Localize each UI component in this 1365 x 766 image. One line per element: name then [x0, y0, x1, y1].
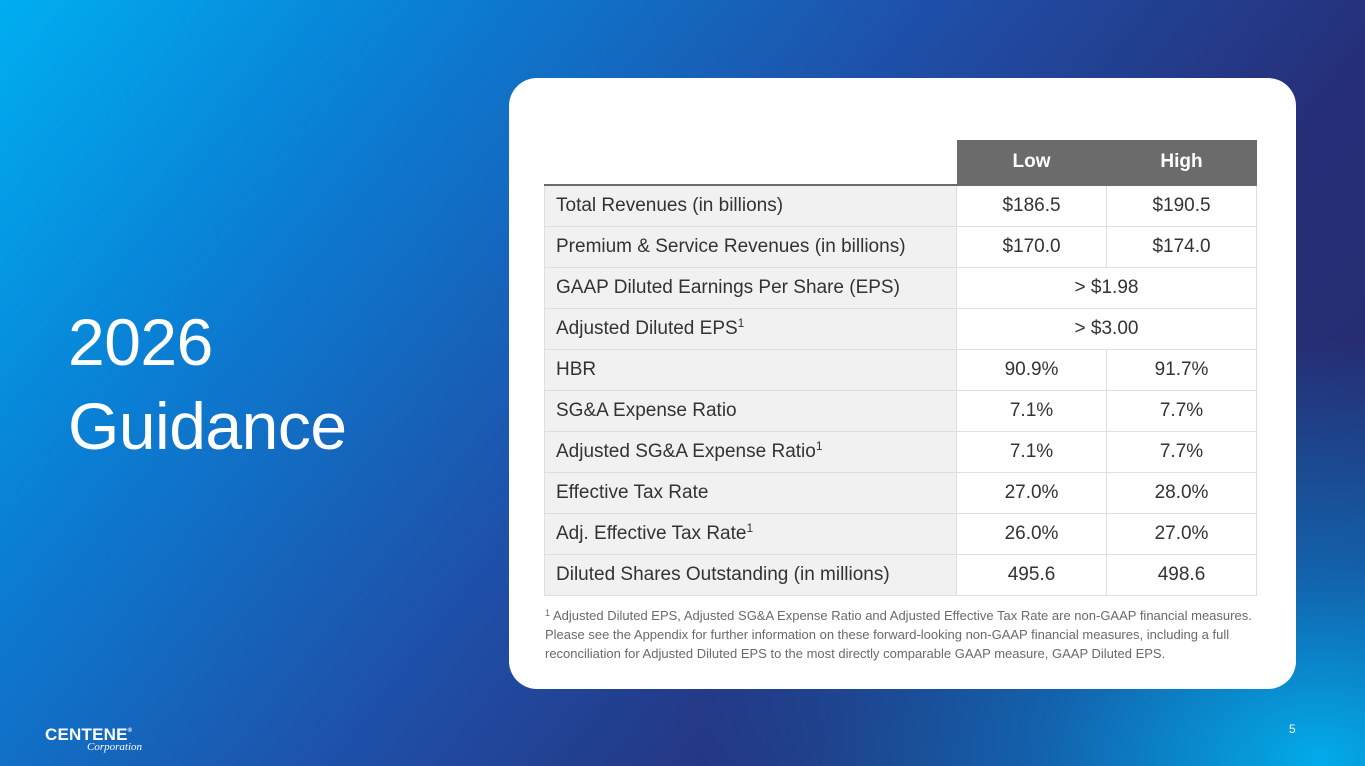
- table-row: Diluted Shares Outstanding (in millions)…: [544, 554, 1257, 596]
- row-label-cell: GAAP Diluted Earnings Per Share (EPS): [544, 267, 957, 309]
- row-label: Effective Tax Rate: [556, 482, 709, 503]
- row-value-high: 498.6: [1106, 554, 1257, 596]
- table-row: GAAP Diluted Earnings Per Share (EPS) > $…: [544, 267, 1257, 309]
- table-header-row: Low High: [544, 140, 1257, 185]
- row-value-low: 27.0%: [956, 472, 1107, 514]
- title-line-1: 2026: [68, 305, 213, 379]
- row-value-high: 28.0%: [1106, 472, 1257, 514]
- footnote: 1 Adjusted Diluted EPS, Adjusted SG&A Exp…: [545, 604, 1265, 663]
- guidance-table: Low High Total Revenues (in billions) $18…: [544, 140, 1257, 596]
- row-value-high: 7.7%: [1106, 390, 1257, 432]
- row-label-cell: Diluted Shares Outstanding (in millions): [544, 554, 957, 596]
- row-value-low: 7.1%: [956, 431, 1107, 473]
- row-value-low: $186.5: [956, 184, 1107, 227]
- footnote-mark: 1: [545, 608, 551, 618]
- row-value-merged: > $1.98: [956, 267, 1257, 309]
- logo-name: CENTENE: [45, 725, 128, 744]
- row-value-low: 495.6: [956, 554, 1107, 596]
- table-row: Adjusted SG&A Expense Ratio1 7.1% 7.7%: [544, 431, 1257, 473]
- row-label: SG&A Expense Ratio: [556, 400, 737, 421]
- header-blank-cell: [545, 140, 957, 185]
- row-value-high: $190.5: [1106, 184, 1257, 227]
- row-value-low: 90.9%: [956, 349, 1107, 391]
- row-value-high: 27.0%: [1106, 513, 1257, 555]
- row-label-footnote-ref: 1: [746, 521, 754, 535]
- table-row: Total Revenues (in billions) $186.5 $190.5: [544, 184, 1257, 227]
- row-label-cell: Premium & Service Revenues (in billions): [544, 226, 957, 268]
- page-number: 5: [1289, 722, 1296, 736]
- logo-registered-mark: ®: [127, 728, 133, 734]
- row-value-low: 7.1%: [956, 390, 1107, 432]
- header-low: Low: [956, 140, 1107, 185]
- centene-logo: CENTENE® Corporation: [45, 722, 143, 754]
- row-label-cell: Adj. Effective Tax Rate1: [544, 513, 957, 555]
- logo-wordmark: CENTENE®: [45, 722, 142, 744]
- row-label-footnote-ref: 1: [737, 316, 745, 330]
- table-row: Adjusted Diluted EPS1 > $3.00: [544, 308, 1257, 350]
- row-label: HBR: [556, 359, 597, 380]
- table-row: Premium & Service Revenues (in billions)…: [544, 226, 1257, 268]
- row-label-cell: SG&A Expense Ratio: [544, 390, 957, 432]
- title-line-2: Guidance: [68, 389, 347, 463]
- table-body: Total Revenues (in billions) $186.5 $190.5…: [544, 184, 1257, 596]
- row-label-cell: Total Revenues (in billions): [544, 184, 957, 227]
- row-label: Premium & Service Revenues (in billions): [556, 236, 906, 257]
- footnote-text: Adjusted Diluted EPS, Adjusted SG&A Expe…: [545, 608, 1252, 661]
- row-value-high: $174.0: [1106, 226, 1257, 268]
- row-label: Adj. Effective Tax Rate: [556, 523, 747, 544]
- row-value-high: 7.7%: [1106, 431, 1257, 473]
- table-row: HBR 90.9% 91.7%: [544, 349, 1257, 391]
- row-label-cell: HBR: [544, 349, 957, 391]
- logo-subtitle: Corporation: [87, 741, 143, 753]
- row-value-low: 26.0%: [956, 513, 1107, 555]
- table-row: SG&A Expense Ratio 7.1% 7.7%: [544, 390, 1257, 432]
- row-value-merged: > $3.00: [956, 308, 1257, 350]
- row-label-cell: Adjusted Diluted EPS1: [544, 308, 957, 350]
- slide-title: 2026 Guidance: [68, 300, 347, 468]
- guidance-card: Low High Total Revenues (in billions) $18…: [509, 78, 1296, 689]
- table-row: Effective Tax Rate 27.0% 28.0%: [544, 472, 1257, 514]
- row-label: Total Revenues (in billions): [556, 195, 784, 216]
- row-value-low: $170.0: [956, 226, 1107, 268]
- row-label-cell: Effective Tax Rate: [544, 472, 957, 514]
- row-label: Adjusted Diluted EPS: [556, 318, 738, 339]
- row-label-footnote-ref: 1: [815, 439, 823, 453]
- header-high: High: [1106, 140, 1257, 185]
- table-row: Adj. Effective Tax Rate1 26.0% 27.0%: [544, 513, 1257, 555]
- row-label-cell: Adjusted SG&A Expense Ratio1: [544, 431, 957, 473]
- row-value-high: 91.7%: [1106, 349, 1257, 391]
- row-label: Adjusted SG&A Expense Ratio: [556, 441, 816, 462]
- row-label: GAAP Diluted Earnings Per Share (EPS): [556, 277, 900, 298]
- row-label: Diluted Shares Outstanding (in millions): [556, 564, 890, 585]
